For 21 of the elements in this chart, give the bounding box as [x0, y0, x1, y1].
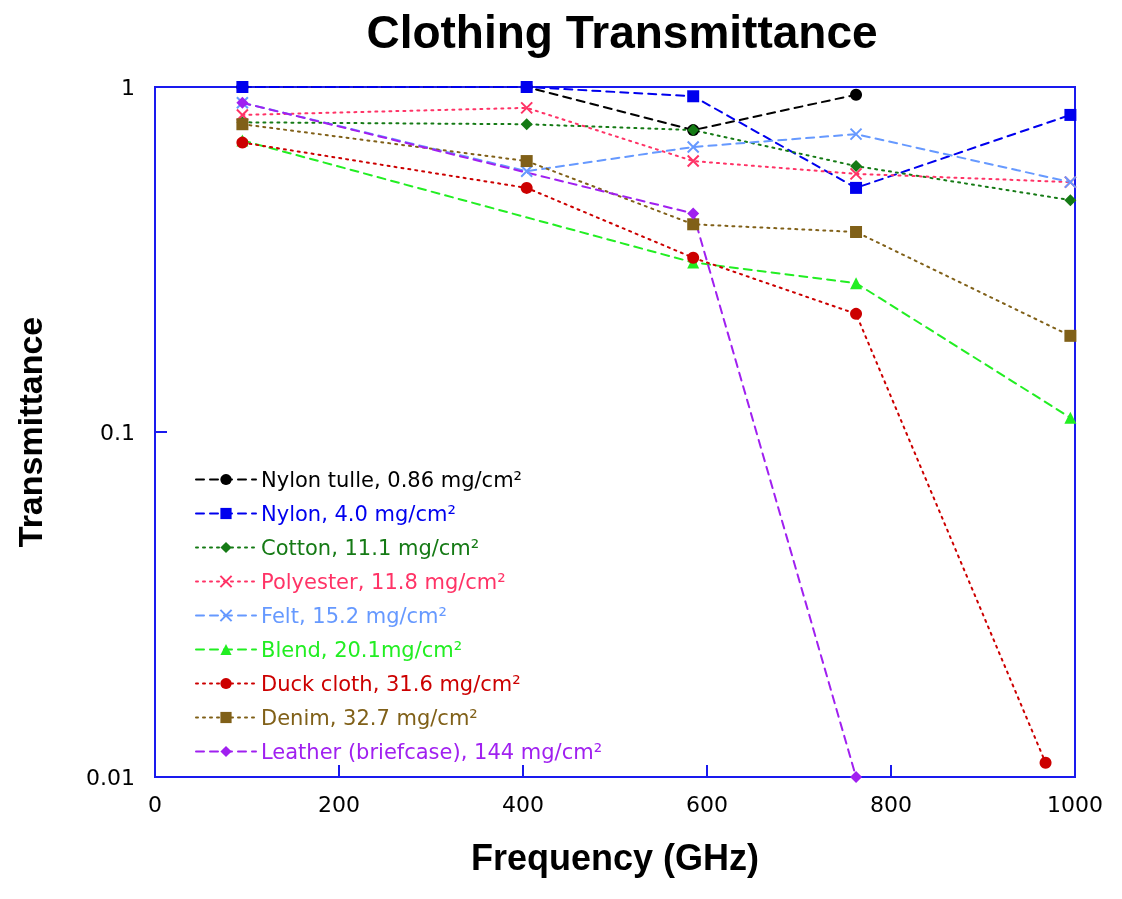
- x-axis-title: Frequency (GHz): [470, 836, 760, 878]
- legend-label: Duck cloth, 31.6 mg/cm²: [261, 671, 521, 696]
- legend-label: Nylon, 4.0 mg/cm²: [261, 501, 456, 526]
- x-tick-label: 400: [502, 791, 544, 817]
- legend-label: Leather (briefcase), 144 mg/cm²: [261, 739, 603, 764]
- y-tick-label: 0.1: [100, 419, 135, 445]
- x-tick-label: 1000: [1047, 791, 1103, 817]
- x-tick-label: 800: [870, 791, 912, 817]
- legend-label: Polyester, 11.8 mg/cm²: [261, 569, 506, 594]
- x-tick-label: 200: [318, 791, 360, 817]
- chart-title: Clothing Transmittance: [366, 6, 878, 58]
- x-tick-label: 600: [686, 791, 728, 817]
- legend-label: Felt, 15.2 mg/cm²: [261, 603, 447, 628]
- x-tick-label: 0: [148, 791, 162, 817]
- legend-label: Cotton, 11.1 mg/cm²: [261, 535, 480, 560]
- legend-label: Denim, 32.7 mg/cm²: [261, 705, 478, 730]
- y-tick-label: 1: [121, 74, 135, 100]
- y-axis-title: Transmittance: [11, 316, 49, 548]
- legend-label: Blend, 20.1mg/cm²: [261, 637, 463, 662]
- y-tick-label: 0.01: [86, 764, 135, 790]
- legend-label: Nylon tulle, 0.86 mg/cm²: [261, 467, 523, 492]
